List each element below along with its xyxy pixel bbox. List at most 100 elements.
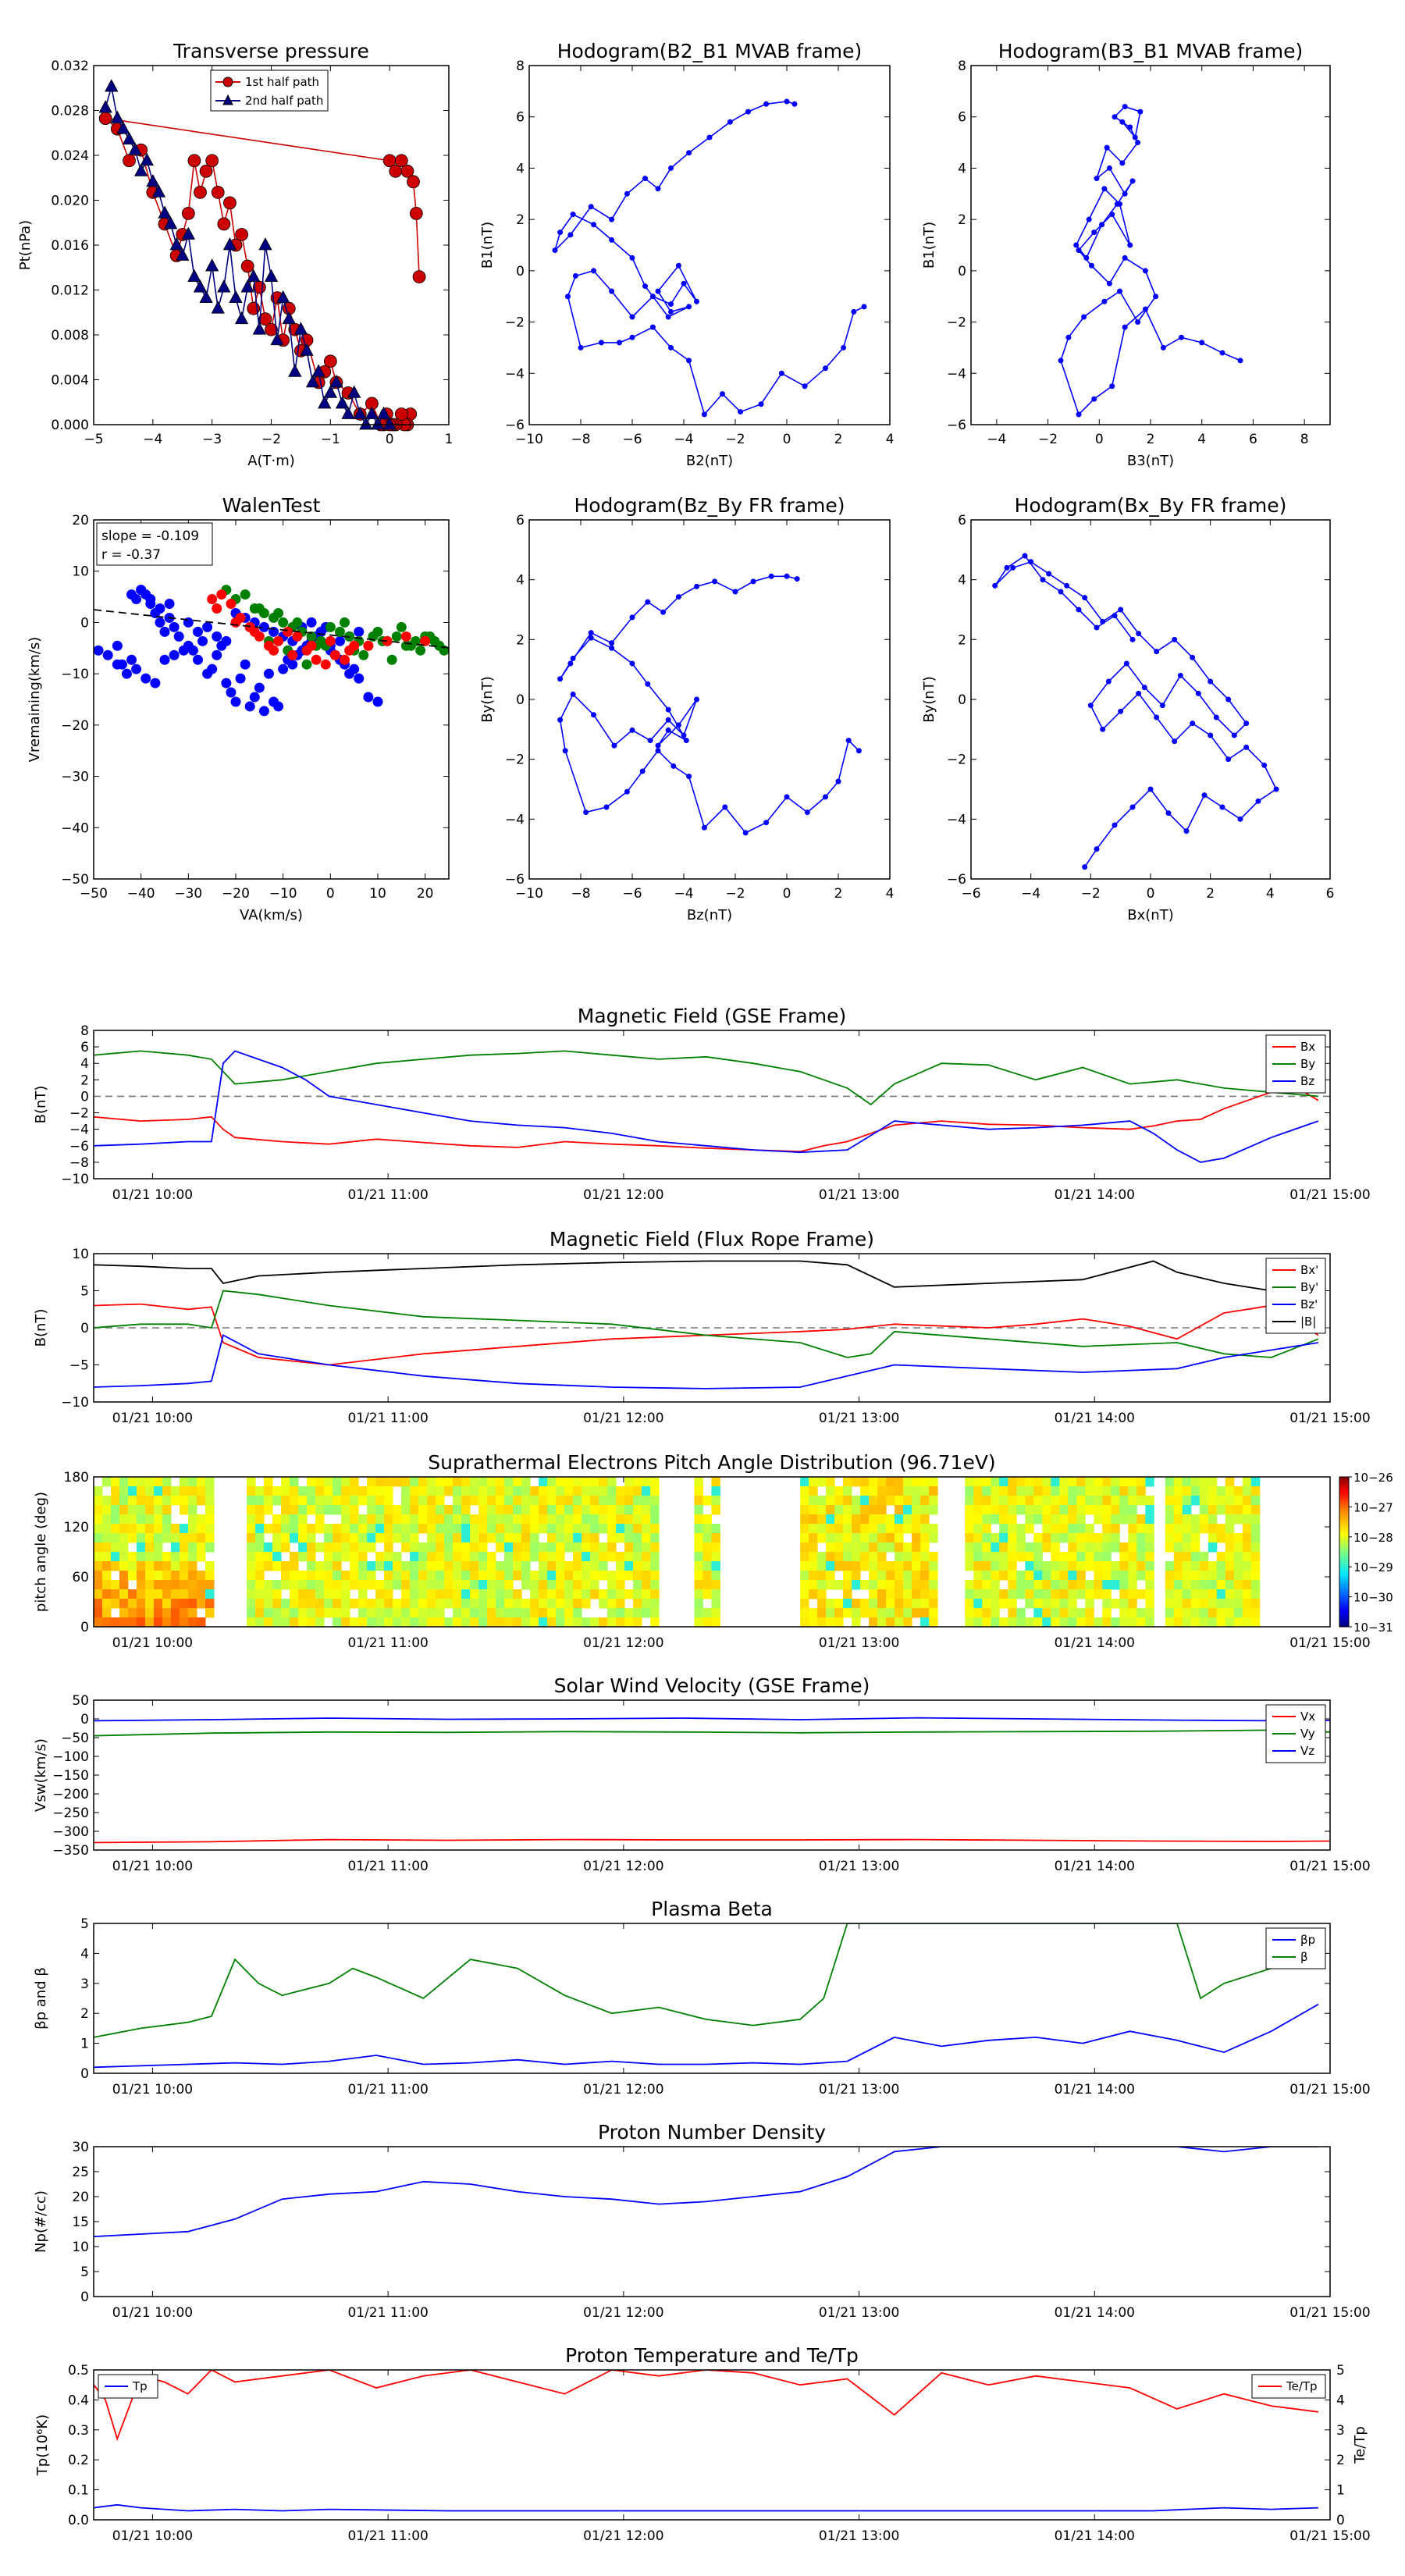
data-point — [570, 212, 576, 218]
heatmap-cell — [982, 1486, 991, 1496]
heatmap-cell — [1085, 1496, 1094, 1506]
data-point — [1109, 212, 1115, 218]
heatmap-cell — [1216, 1486, 1226, 1496]
heatmap-cell — [255, 1486, 265, 1496]
y-axis-label: B1(nT) — [921, 222, 937, 269]
heatmap-cell — [809, 1571, 818, 1581]
heatmap-cell — [453, 1533, 462, 1543]
heatmap-cell — [1242, 1505, 1252, 1515]
data-point — [1135, 140, 1141, 146]
heatmap-cell — [1199, 1580, 1209, 1590]
data-point — [386, 654, 397, 665]
data-point — [845, 738, 852, 744]
heatmap-cell — [94, 1608, 103, 1618]
heatmap-cell — [513, 1524, 522, 1534]
data-point — [347, 385, 361, 398]
heatmap-cell — [834, 1561, 844, 1571]
data-point — [110, 110, 124, 124]
heatmap-cell — [1085, 1477, 1094, 1487]
data-point — [745, 109, 751, 115]
data-point — [768, 573, 774, 579]
heatmap-cell — [478, 1486, 488, 1496]
heatmap-cell — [307, 1608, 316, 1618]
heatmap-cell — [711, 1561, 720, 1571]
heatmap-cell — [171, 1542, 180, 1553]
heatmap-cell — [860, 1608, 870, 1618]
heatmap-cell — [418, 1505, 428, 1515]
heatmap-cell — [633, 1580, 642, 1590]
heatmap-cell — [298, 1524, 308, 1534]
heatmap-cell — [1068, 1514, 1077, 1525]
heatmap-cell — [444, 1477, 454, 1487]
heatmap-cell — [427, 1580, 436, 1590]
heatmap-cell — [1250, 1599, 1261, 1609]
heatmap-cell — [137, 1533, 146, 1543]
heatmap-cell — [1216, 1608, 1226, 1618]
heatmap-cell — [929, 1477, 938, 1487]
series-line-By — [94, 1050, 1318, 1106]
data-point — [583, 809, 589, 816]
heatmap-cell — [427, 1514, 436, 1525]
data-point — [681, 732, 687, 738]
heatmap-cell — [1145, 1533, 1154, 1543]
heatmap-cell — [573, 1505, 582, 1515]
heatmap-cell — [264, 1580, 273, 1590]
heatmap-cell — [188, 1496, 197, 1506]
panel-title: WalenTest — [222, 494, 321, 517]
heatmap-cell — [573, 1571, 582, 1581]
heatmap-cell — [573, 1496, 582, 1506]
data-point — [311, 654, 322, 665]
y-tick-label: 3 — [80, 1976, 89, 1992]
heatmap-cell — [1216, 1505, 1226, 1515]
heatmap-cell — [513, 1571, 522, 1581]
x-tick-label: 8 — [1300, 432, 1309, 447]
plot-border — [93, 2369, 1331, 2521]
heatmap-cell — [530, 1571, 539, 1581]
heatmap-cell — [272, 1542, 282, 1553]
heatmap-cell — [564, 1505, 574, 1515]
data-point — [1010, 564, 1016, 571]
heatmap-cell — [539, 1589, 548, 1599]
heatmap-cell — [410, 1514, 419, 1525]
heatmap-cell — [453, 1486, 462, 1496]
heatmap-cell — [272, 1514, 282, 1525]
data-point — [181, 226, 195, 240]
x-tick-label: 01/21 10:00 — [112, 2305, 193, 2321]
heatmap-cell — [1182, 1608, 1192, 1618]
heatmap-cell — [1119, 1505, 1129, 1515]
y-axis-label: Np(#/cc) — [33, 2190, 49, 2253]
heatmap-cell — [869, 1486, 878, 1496]
heatmap-cell — [461, 1571, 471, 1581]
heatmap-cell — [358, 1524, 368, 1534]
heatmap-cell — [1111, 1571, 1120, 1581]
heatmap-cell — [547, 1580, 557, 1590]
x-tick-label: 01/21 10:00 — [112, 1187, 193, 1203]
heatmap-cell — [145, 1477, 155, 1487]
heatmap-cell — [903, 1477, 912, 1487]
heatmap-cell — [599, 1542, 608, 1553]
heatmap-cell — [307, 1561, 316, 1571]
x-tick-label: 20 — [417, 886, 434, 902]
heatmap-cell — [624, 1571, 634, 1581]
heatmap-cell — [895, 1561, 904, 1571]
heatmap-cell — [852, 1617, 861, 1628]
data-point — [112, 640, 123, 651]
heatmap-cell — [298, 1608, 308, 1618]
heatmap-cell — [809, 1542, 818, 1553]
heatmap-cell — [1165, 1589, 1175, 1599]
heatmap-cell — [436, 1533, 445, 1543]
heatmap-cell — [504, 1599, 514, 1609]
heatmap-cell — [188, 1580, 197, 1590]
heatmap-cell — [102, 1599, 112, 1609]
data-point — [694, 696, 699, 703]
heatmap-cell — [333, 1608, 342, 1618]
y-tick-label: −10 — [61, 1395, 89, 1411]
heatmap-cell — [912, 1505, 921, 1515]
heatmap-cell — [1208, 1505, 1218, 1515]
y-tick-label: −2 — [505, 315, 525, 331]
heatmap-cell — [817, 1589, 827, 1599]
data-point — [240, 259, 254, 273]
data-point — [1076, 607, 1082, 613]
data-point — [240, 659, 251, 670]
